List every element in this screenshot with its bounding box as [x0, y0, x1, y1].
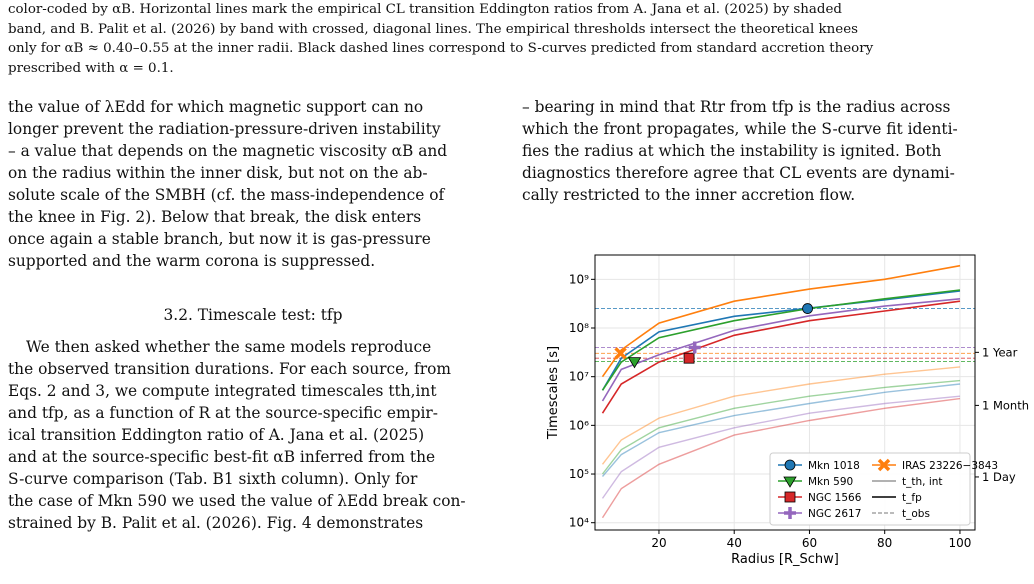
- t-fp-curve: [601, 298, 961, 402]
- x-axis-ticks: 20 40 60 80 100: [651, 530, 971, 550]
- legend-marker: [783, 476, 797, 488]
- left-column: the value of λEdd for which magnetic sup…: [8, 96, 498, 534]
- t-fp-curve: [601, 289, 961, 391]
- line: Eqs. 2 and 3, we compute integrated time…: [8, 382, 437, 400]
- right-axis-label: 1 Day: [982, 470, 1016, 484]
- y-tick-label: 10⁶: [569, 418, 589, 432]
- legend-box: [769, 452, 971, 526]
- source-marker: [627, 357, 642, 369]
- line: the case of Mkn 590 we used the value of…: [8, 492, 466, 510]
- caption-line-3: only for αB ≈ 0.40–0.55 at the inner rad…: [8, 41, 874, 56]
- paragraph-timescale-test: We then asked whether the same models re…: [8, 336, 498, 534]
- legend-entry: NGC 2617: [808, 508, 861, 520]
- t-fp-curve: [601, 264, 961, 378]
- line: supported and the warm corona is suppres…: [8, 252, 376, 270]
- line: strained by B. Palit et al. (2026). Fig.…: [8, 514, 424, 532]
- t-fp-curve: [601, 290, 961, 391]
- x-tick-label: 100: [948, 536, 971, 550]
- t-th-curve: [601, 395, 961, 499]
- line: We then asked whether the same models re…: [26, 338, 432, 356]
- line: once again a stable branch, but now it i…: [8, 230, 431, 248]
- paragraph-magnetic-support: the value of λEdd for which magnetic sup…: [8, 96, 498, 272]
- x-tick-label: 20: [651, 536, 666, 550]
- timescale-figure: 20 40 60 80 100 10⁴ 10⁵ 10⁶ 10⁷ 10⁸ 10⁹ 1 Year 1 M…: [540, 245, 1034, 575]
- figure-caption: color-coded by αB. Horizontal lines mark…: [8, 0, 1026, 78]
- source-marker: [688, 341, 701, 354]
- caption-line-4: prescribed with α = 0.1.: [8, 60, 174, 76]
- t-fp-curve: [601, 300, 961, 414]
- line: fies the radius at which the instability…: [522, 142, 942, 160]
- legend: Mkn 1018 Mkn 590 NGC 1566 NGC 2617 IRAS 2322…: [769, 452, 998, 526]
- legend-entry: Mkn 1018: [808, 460, 860, 472]
- y-axis-ticks: 10⁴ 10⁵ 10⁶ 10⁷ 10⁸ 10⁹: [569, 272, 595, 530]
- legend-t-th-label: t_th, int: [902, 476, 943, 488]
- line: – a value that depends on the magnetic v…: [8, 142, 448, 160]
- right-axis-label: 1 Year: [982, 345, 1018, 359]
- timescale-curves: [601, 264, 961, 519]
- legend-t-fp-label: t_fp: [902, 492, 922, 504]
- y-tick-label: 10⁸: [569, 321, 589, 335]
- x-tick-label: 40: [727, 536, 742, 550]
- source-marker: [614, 347, 627, 360]
- caption-line-1: color-coded by αB. Horizontal lines mark…: [8, 2, 842, 17]
- line: on the radius within the inner disk, but…: [8, 164, 428, 182]
- legend-marker: [877, 458, 891, 472]
- source-marker: [683, 352, 695, 364]
- legend-entry: Mkn 590: [808, 476, 853, 488]
- line: solute scale of the SMBH (cf. the mass-i…: [8, 186, 445, 204]
- line: diagnostics therefore agree that CL even…: [522, 164, 955, 182]
- plot-frame: [594, 254, 976, 531]
- legend-t-obs-label: t_obs: [902, 508, 930, 520]
- y-tick-label: 10⁷: [569, 370, 589, 384]
- right-axis-label: 1 Month: [982, 398, 1029, 412]
- x-axis-label: Radius [R_Schw]: [731, 552, 839, 567]
- timescale-chart: 20 40 60 80 100 10⁴ 10⁵ 10⁶ 10⁷ 10⁸ 10⁹ 1 Year 1 M…: [546, 254, 1029, 567]
- source-markers: [614, 303, 813, 369]
- right-column: – bearing in mind that Rtr from tfp is t…: [522, 96, 1027, 206]
- line: – bearing in mind that Rtr from tfp is t…: [522, 98, 951, 116]
- line: and at the source-specific best-fit αB i…: [8, 448, 436, 466]
- right-axis-labels: 1 Year 1 Month 1 Day: [975, 345, 1029, 484]
- t-th-curve: [601, 366, 961, 465]
- line: cally restricted to the inner accretion …: [522, 186, 856, 204]
- line: and tfp, as a function of R at the sourc…: [8, 404, 438, 422]
- line: the observed transition durations. For e…: [8, 360, 451, 378]
- paragraph-front-propagation: – bearing in mind that Rtr from tfp is t…: [522, 96, 1027, 206]
- legend-marker: [784, 507, 796, 519]
- t-th-curve: [601, 397, 961, 519]
- line: the knee in Fig. 2). Below that break, t…: [8, 208, 422, 226]
- line: the value of λEdd for which magnetic sup…: [8, 98, 424, 116]
- line: ical transition Eddington ratio of A. Ja…: [8, 426, 425, 444]
- line: S-curve comparison (Tab. B1 sixth column…: [8, 470, 418, 488]
- t-obs-lines: [595, 308, 975, 363]
- y-tick-label: 10⁴: [569, 516, 589, 530]
- y-tick-label: 10⁵: [569, 467, 589, 481]
- legend-marker: [784, 491, 796, 503]
- section-heading: 3.2. Timescale test: tfp: [163, 306, 343, 324]
- y-tick-label: 10⁹: [569, 272, 589, 286]
- legend-entry: NGC 1566: [808, 492, 862, 504]
- t-th-curve: [601, 383, 961, 477]
- caption-line-2: band, and B. Palit et al. (2026) by band…: [8, 21, 858, 37]
- source-marker: [802, 303, 813, 314]
- y-axis-label: Timescales [s]: [546, 346, 561, 440]
- t-th-curve: [601, 379, 961, 475]
- legend-entry: IRAS 23226−3843: [902, 460, 998, 472]
- legend-marker: [784, 459, 796, 471]
- line: longer prevent the radiation-pressure-dr…: [8, 120, 441, 138]
- x-tick-label: 60: [802, 536, 817, 550]
- line: which the front propagates, while the S-…: [522, 120, 958, 138]
- x-tick-label: 80: [877, 536, 892, 550]
